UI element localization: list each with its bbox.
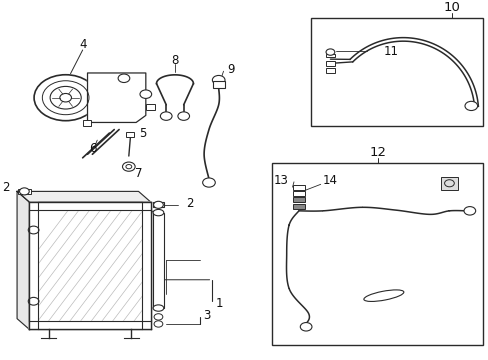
Text: 2: 2 xyxy=(2,181,10,194)
Bar xyxy=(82,120,91,126)
Text: 10: 10 xyxy=(443,1,460,14)
Polygon shape xyxy=(29,202,150,210)
Polygon shape xyxy=(29,202,150,329)
Text: 5: 5 xyxy=(139,127,146,140)
Bar xyxy=(18,189,31,194)
Text: 8: 8 xyxy=(171,54,178,67)
Circle shape xyxy=(34,75,97,121)
Circle shape xyxy=(463,207,475,215)
Text: 6: 6 xyxy=(88,143,96,156)
Circle shape xyxy=(154,314,163,320)
Polygon shape xyxy=(17,192,29,329)
Ellipse shape xyxy=(153,210,163,216)
Circle shape xyxy=(212,76,224,85)
Polygon shape xyxy=(17,192,150,202)
Text: 2: 2 xyxy=(186,197,193,210)
Bar xyxy=(212,81,224,88)
Polygon shape xyxy=(29,321,150,329)
Bar xyxy=(145,104,154,110)
Circle shape xyxy=(140,90,151,98)
Text: 12: 12 xyxy=(368,146,386,159)
Circle shape xyxy=(464,101,477,111)
Bar xyxy=(125,132,133,136)
Polygon shape xyxy=(87,73,145,122)
Polygon shape xyxy=(142,202,150,329)
Bar xyxy=(292,204,305,209)
Bar xyxy=(292,191,305,196)
Ellipse shape xyxy=(363,290,403,301)
Text: 7: 7 xyxy=(135,167,142,180)
Bar xyxy=(271,163,483,345)
Bar xyxy=(152,202,164,207)
Text: 3: 3 xyxy=(203,309,210,321)
Bar xyxy=(153,213,163,308)
Circle shape xyxy=(153,201,163,208)
Circle shape xyxy=(118,74,129,82)
Text: 4: 4 xyxy=(79,38,86,51)
Bar xyxy=(325,54,335,57)
Ellipse shape xyxy=(153,305,163,311)
Circle shape xyxy=(325,49,334,55)
Bar xyxy=(310,18,483,126)
Bar xyxy=(325,68,335,73)
Bar xyxy=(325,61,335,66)
Text: 14: 14 xyxy=(322,174,337,187)
Text: 13: 13 xyxy=(273,174,288,187)
Bar xyxy=(440,177,457,190)
Circle shape xyxy=(20,188,29,195)
Circle shape xyxy=(178,112,189,120)
Circle shape xyxy=(202,178,215,187)
Bar xyxy=(292,197,305,202)
Circle shape xyxy=(300,323,311,331)
Circle shape xyxy=(160,112,172,120)
Text: 1: 1 xyxy=(216,297,223,310)
Text: 11: 11 xyxy=(383,45,398,58)
Circle shape xyxy=(154,321,163,327)
Polygon shape xyxy=(29,202,38,329)
Bar xyxy=(292,185,305,190)
Text: 9: 9 xyxy=(226,63,234,76)
